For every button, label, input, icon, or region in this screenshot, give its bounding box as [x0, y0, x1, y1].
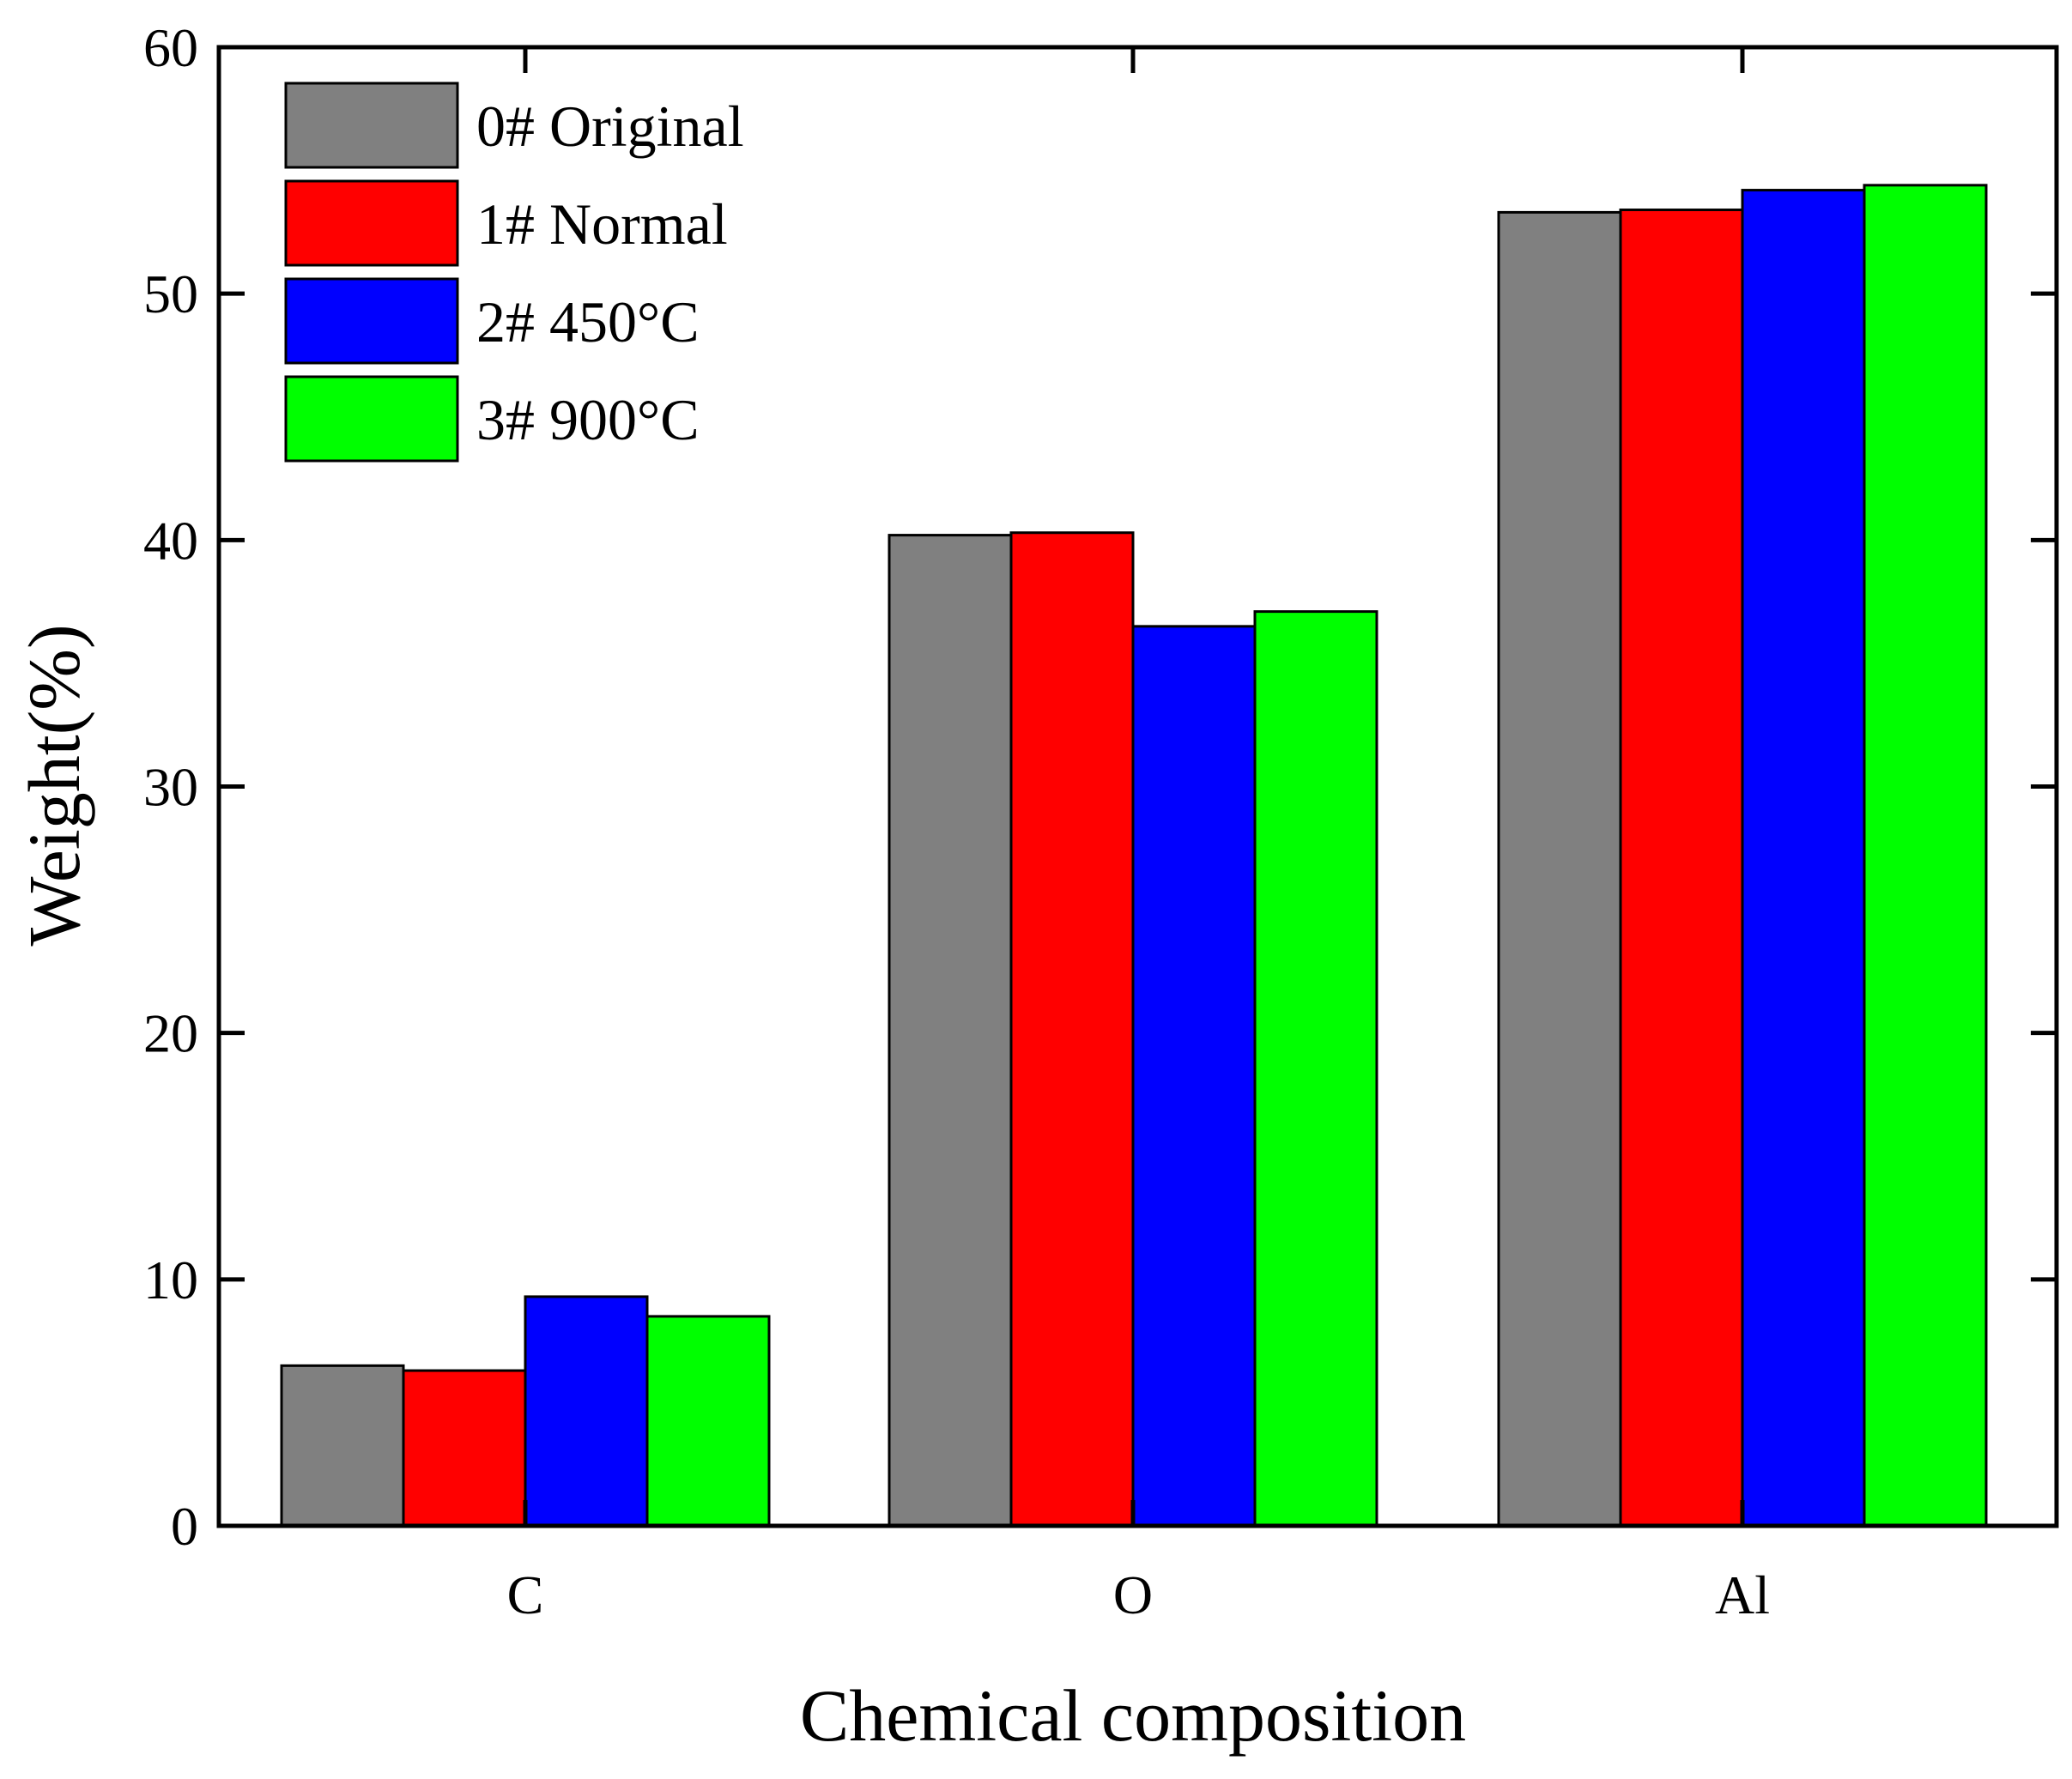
y-tick-label-10: 10 [143, 1250, 198, 1310]
legend-swatch-3 [284, 375, 459, 463]
y-axis: 0 10 20 30 40 50 60 [143, 17, 2057, 1557]
bar-3-o [1253, 610, 1378, 1528]
legend: 0# Original 1# Normal 2# 450°C 3# 900°C [284, 82, 744, 463]
legend-swatch-0 [284, 82, 459, 169]
legend-label-1: 1# Normal [476, 191, 728, 257]
x-tick-label-al: Al [1715, 1564, 1770, 1625]
bar-0-c [280, 1364, 405, 1528]
bar-3-c [645, 1315, 771, 1528]
x-tick-label-c: C [507, 1564, 544, 1625]
x-tick-label-o: O [1113, 1564, 1153, 1625]
x-axis: C O Al [507, 47, 1770, 1625]
y-tick-label-20: 20 [143, 1003, 198, 1064]
bar-1-c [402, 1369, 527, 1528]
x-axis-title: Chemical composition [800, 1674, 1466, 1757]
y-tick-label-60: 60 [143, 17, 198, 78]
bar-1-o [1009, 531, 1135, 1528]
y-tick-label-40: 40 [143, 510, 198, 571]
bar-0-al [1497, 210, 1622, 1528]
bar-1-al [1619, 209, 1744, 1528]
bar-2-c [524, 1295, 649, 1528]
legend-swatch-2 [284, 277, 459, 365]
legend-label-3: 3# 900°C [476, 387, 700, 452]
bar-3-al [1863, 184, 1988, 1528]
bar-0-o [888, 534, 1013, 1528]
legend-label-0: 0# Original [476, 94, 744, 159]
y-tick-label-50: 50 [143, 263, 198, 324]
y-tick-label-0: 0 [171, 1496, 198, 1557]
legend-label-2: 2# 450°C [476, 289, 700, 354]
bar-2-al [1741, 189, 1866, 1528]
bar-2-o [1131, 625, 1257, 1528]
plot-area [216, 45, 2059, 1528]
y-tick-label-30: 30 [143, 757, 198, 818]
legend-swatch-1 [284, 179, 459, 267]
y-axis-title: Weight(%) [13, 624, 95, 946]
